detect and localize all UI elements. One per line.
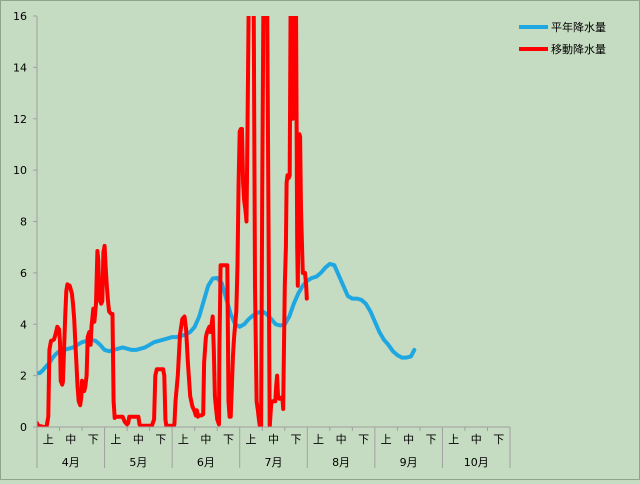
x-dekad-label: 上 <box>448 433 459 446</box>
x-dekad-label: 下 <box>155 433 166 446</box>
x-month-label: 9月 <box>400 456 418 469</box>
x-dekad-label: 下 <box>223 433 234 446</box>
x-dekad-label: 上 <box>178 433 189 446</box>
x-dekad-label: 上 <box>245 433 256 446</box>
x-dekad-label: 中 <box>471 433 482 446</box>
x-dekad-label: 上 <box>110 433 121 446</box>
x-dekad-label: 中 <box>268 433 279 446</box>
x-dekad-label: 中 <box>200 433 211 446</box>
x-dekad-label: 上 <box>313 433 324 446</box>
y-tick-label: 8 <box>20 216 27 229</box>
x-dekad-label: 中 <box>336 433 347 446</box>
x-dekad-label: 上 <box>381 433 392 446</box>
y-tick-label: 10 <box>13 164 27 177</box>
x-month-label: 7月 <box>265 456 283 469</box>
y-tick-label: 14 <box>13 61 27 74</box>
series-line-2 <box>37 16 309 427</box>
x-dekad-label: 上 <box>43 433 54 446</box>
x-dekad-label: 下 <box>493 433 504 446</box>
y-tick-label: 2 <box>20 370 27 383</box>
legend-label-2: 移動降水量 <box>551 42 606 56</box>
x-month-label: 5月 <box>129 456 147 469</box>
y-tick-label: 4 <box>20 318 27 331</box>
series-group <box>37 16 417 427</box>
y-tick-label: 16 <box>13 10 27 23</box>
x-month-label: 4月 <box>62 456 80 469</box>
y-tick-label: 0 <box>20 421 27 434</box>
x-month-label: 6月 <box>197 456 215 469</box>
y-tick-label: 6 <box>20 267 27 280</box>
x-dekad-label: 中 <box>403 433 414 446</box>
legend-label-1: 平年降水量 <box>551 20 606 34</box>
x-dekad-label: 中 <box>133 433 144 446</box>
x-dekad-label: 中 <box>65 433 76 446</box>
x-month-label: 10月 <box>464 456 489 469</box>
x-dekad-label: 下 <box>88 433 99 446</box>
x-month-label: 8月 <box>332 456 350 469</box>
x-dekad-label: 下 <box>426 433 437 446</box>
axes-group: 0246810121416上中下上中下上中下上中下上中下上中下上中下4月 5月 6月… <box>13 10 511 469</box>
y-tick-label: 12 <box>13 113 27 126</box>
x-dekad-label: 下 <box>291 433 302 446</box>
x-dekad-label: 下 <box>358 433 369 446</box>
